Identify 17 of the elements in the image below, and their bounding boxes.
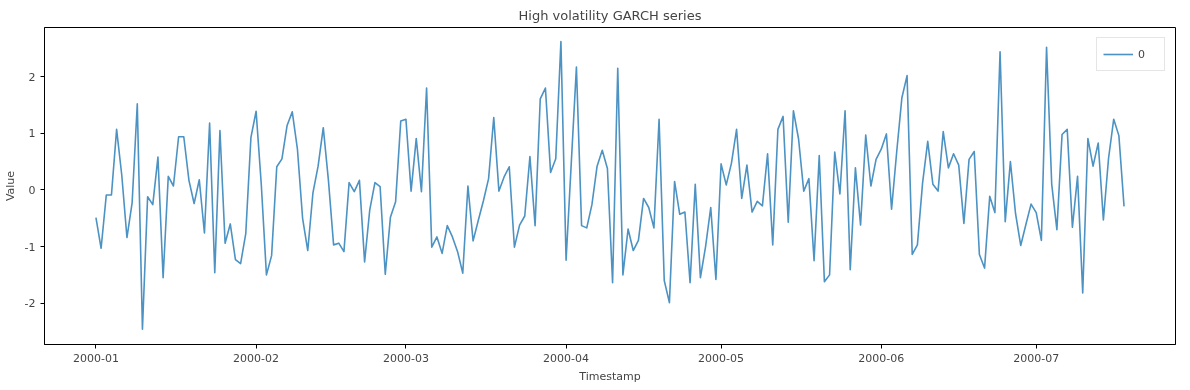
y-tick-label: 1 <box>28 127 36 141</box>
chart-title: High volatility GARCH series <box>518 7 702 23</box>
x-tick-label: 2000-02 <box>233 351 280 365</box>
line-series <box>95 40 1125 331</box>
y-tick-label: -1 <box>24 240 36 254</box>
x-tick-label: 2000-05 <box>698 351 745 365</box>
y-axis-title: Value <box>3 170 17 202</box>
x-axis-title: Timestamp <box>578 369 641 383</box>
x-tick-label: 2000-03 <box>382 351 429 365</box>
x-tick-label: 2000-01 <box>72 351 119 365</box>
x-tick-label: 2000-07 <box>1013 351 1060 365</box>
y-tick-label: 2 <box>28 70 36 84</box>
y-tick-label: 0 <box>28 183 36 197</box>
x-tick-label: 2000-04 <box>543 351 590 365</box>
x-tick-label: 2000-06 <box>858 351 905 365</box>
legend-label: 0 <box>1138 47 1146 61</box>
y-tick-label: -2 <box>24 297 36 311</box>
